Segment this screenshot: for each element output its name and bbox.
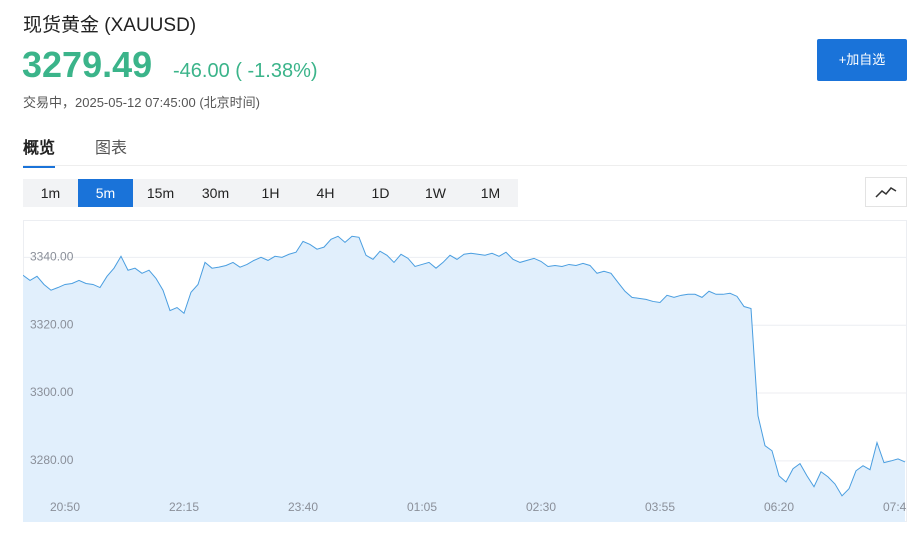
tab[interactable]: 图表	[95, 140, 128, 157]
chart-type-button[interactable]	[865, 177, 907, 207]
title: 现货黄金 (XAUUSD)	[23, 15, 197, 36]
y-tick-label: 3300.00	[30, 385, 74, 399]
interval-button[interactable]: 1m	[40, 185, 61, 201]
divider	[23, 165, 907, 166]
interval-bar: 1m 5m 15m 30m 1H 4H 1D 1W 1M	[23, 179, 518, 207]
status: 交易中，2025-05-12 07:45:00 (北京时间)	[23, 95, 260, 110]
tab[interactable]: 概览	[23, 134, 56, 168]
y-tick-label: 3340.00	[30, 249, 74, 263]
interval-button[interactable]: 1D	[371, 185, 390, 201]
x-tick-label: 03:55	[645, 500, 675, 514]
y-tick-label: 3280.00	[30, 453, 74, 467]
x-tick-label: 07:45	[883, 500, 913, 514]
interval-button[interactable]: 30m	[201, 185, 230, 201]
x-tick-label: 01:05	[407, 500, 437, 514]
interval-button[interactable]: 1M	[480, 185, 501, 201]
interval-button[interactable]: 4H	[316, 185, 335, 201]
interval-button[interactable]: 1W	[425, 185, 446, 201]
tabs: 概览 图表	[23, 134, 127, 168]
interval-button[interactable]: 5m	[78, 179, 133, 207]
y-tick-label: 3320.00	[30, 317, 74, 331]
line	[23, 235, 906, 497]
add-watchlist-button[interactable]: +加自选	[817, 39, 907, 81]
x-tick-label: 06:20	[764, 500, 794, 514]
x-tick-label: 23:40	[288, 500, 318, 514]
price-change: -46.00 ( -1.38%)	[173, 60, 318, 82]
icon	[875, 187, 897, 198]
x-tick-label: 22:15	[169, 500, 199, 514]
interval-button[interactable]: 1H	[261, 185, 280, 201]
price: 3279.49	[22, 44, 153, 85]
x-tick-label: 02:30	[526, 500, 556, 514]
area	[23, 236, 905, 522]
x-tick-label: 20:50	[50, 500, 80, 514]
interval-button[interactable]: 15m	[146, 185, 175, 201]
